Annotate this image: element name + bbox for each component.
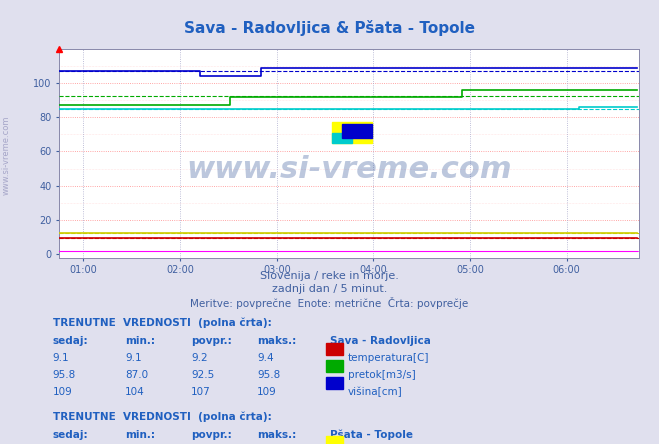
Text: 9.1: 9.1 bbox=[125, 353, 142, 363]
Text: maks.:: maks.: bbox=[257, 430, 297, 440]
Text: min.:: min.: bbox=[125, 430, 156, 440]
Text: 109: 109 bbox=[53, 387, 72, 397]
Text: 9.1: 9.1 bbox=[53, 353, 69, 363]
Text: temperatura[C]: temperatura[C] bbox=[348, 353, 430, 363]
Text: sedaj:: sedaj: bbox=[53, 430, 88, 440]
Text: sedaj:: sedaj: bbox=[53, 336, 88, 346]
Text: 95.8: 95.8 bbox=[53, 370, 76, 380]
Text: 92.5: 92.5 bbox=[191, 370, 214, 380]
Text: 107: 107 bbox=[191, 387, 211, 397]
Text: Sava - Radovljica & Pšata - Topole: Sava - Radovljica & Pšata - Topole bbox=[184, 20, 475, 36]
Text: Pšata - Topole: Pšata - Topole bbox=[330, 430, 413, 440]
Text: 9.2: 9.2 bbox=[191, 353, 208, 363]
Text: 9.4: 9.4 bbox=[257, 353, 273, 363]
Text: Slovenija / reke in morje.: Slovenija / reke in morje. bbox=[260, 271, 399, 281]
Bar bbox=[332, 122, 372, 143]
Bar bbox=[332, 132, 352, 143]
Text: pretok[m3/s]: pretok[m3/s] bbox=[348, 370, 416, 380]
Text: TRENUTNE  VREDNOSTI  (polna črta):: TRENUTNE VREDNOSTI (polna črta): bbox=[53, 317, 272, 328]
Text: Sava - Radovljica: Sava - Radovljica bbox=[330, 336, 430, 346]
Text: 104: 104 bbox=[125, 387, 145, 397]
Text: 109: 109 bbox=[257, 387, 277, 397]
Text: min.:: min.: bbox=[125, 336, 156, 346]
Text: maks.:: maks.: bbox=[257, 336, 297, 346]
Text: Meritve: povprečne  Enote: metrične  Črta: povprečje: Meritve: povprečne Enote: metrične Črta:… bbox=[190, 297, 469, 309]
Text: 87.0: 87.0 bbox=[125, 370, 148, 380]
Bar bbox=[342, 124, 372, 139]
Text: zadnji dan / 5 minut.: zadnji dan / 5 minut. bbox=[272, 284, 387, 294]
Text: povpr.:: povpr.: bbox=[191, 430, 232, 440]
Text: TRENUTNE  VREDNOSTI  (polna črta):: TRENUTNE VREDNOSTI (polna črta): bbox=[53, 411, 272, 422]
Text: 95.8: 95.8 bbox=[257, 370, 280, 380]
Text: povpr.:: povpr.: bbox=[191, 336, 232, 346]
Text: www.si-vreme.com: www.si-vreme.com bbox=[2, 115, 11, 195]
Text: višina[cm]: višina[cm] bbox=[348, 387, 403, 397]
Text: www.si-vreme.com: www.si-vreme.com bbox=[186, 155, 512, 184]
